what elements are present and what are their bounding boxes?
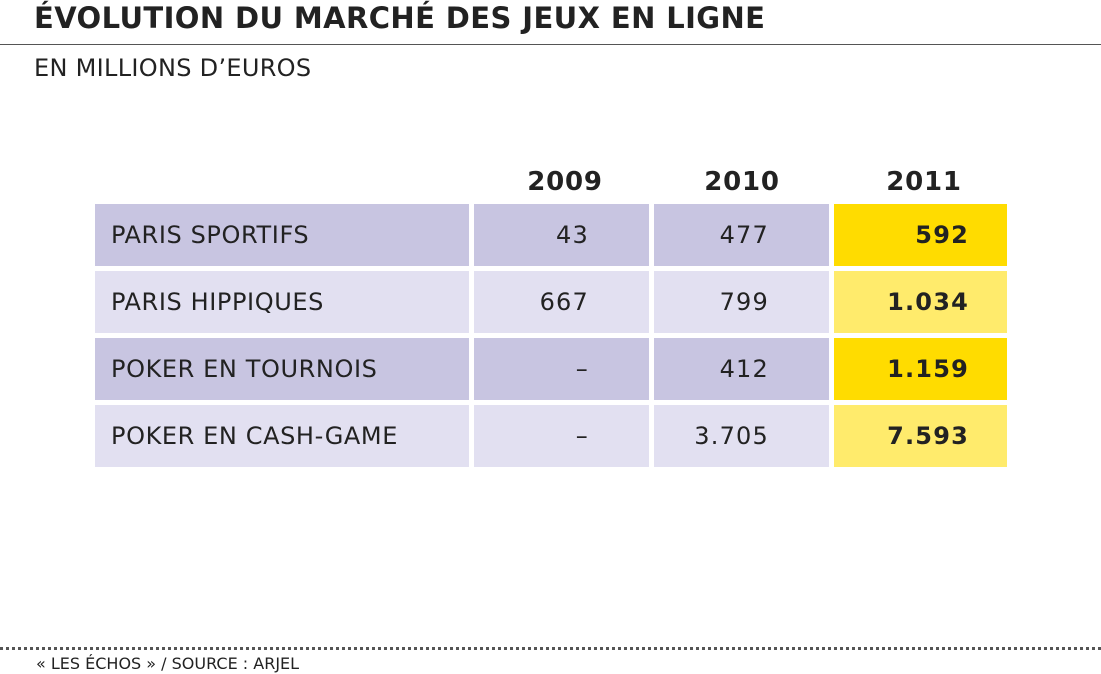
column-header-2011: 2011 — [886, 167, 962, 197]
table-cell-2011: 1.034 — [834, 271, 1007, 333]
table-cell-2011: 1.159 — [834, 338, 1007, 400]
table-cell-2009: 43 — [474, 204, 649, 266]
table-cell-2010: 477 — [654, 204, 829, 266]
row-label: POKER EN TOURNOIS — [95, 338, 469, 400]
table-cell-2010: 3.705 — [654, 405, 829, 467]
column-header-2010: 2010 — [704, 167, 780, 197]
row-label: POKER EN CASH-GAME — [95, 405, 469, 467]
column-header-2009: 2009 — [527, 167, 603, 197]
chart-subtitle: EN MILLIONS D’EUROS — [34, 54, 312, 82]
footer-divider — [0, 647, 1101, 650]
table-cell-2010: 412 — [654, 338, 829, 400]
source-footer: « LES ÉCHOS » / SOURCE : ARJEL — [36, 654, 300, 673]
table-cell-2011: 7.593 — [834, 405, 1007, 467]
row-label: PARIS HIPPIQUES — [95, 271, 469, 333]
table-cell-2011: 592 — [834, 204, 1007, 266]
chart-title: ÉVOLUTION DU MARCHÉ DES JEUX EN LIGNE — [34, 1, 766, 35]
table-cell-2009: – — [474, 338, 649, 400]
title-rule — [0, 44, 1101, 45]
table-cell-2010: 799 — [654, 271, 829, 333]
table-cell-2009: – — [474, 405, 649, 467]
row-label: PARIS SPORTIFS — [95, 204, 469, 266]
table-cell-2009: 667 — [474, 271, 649, 333]
